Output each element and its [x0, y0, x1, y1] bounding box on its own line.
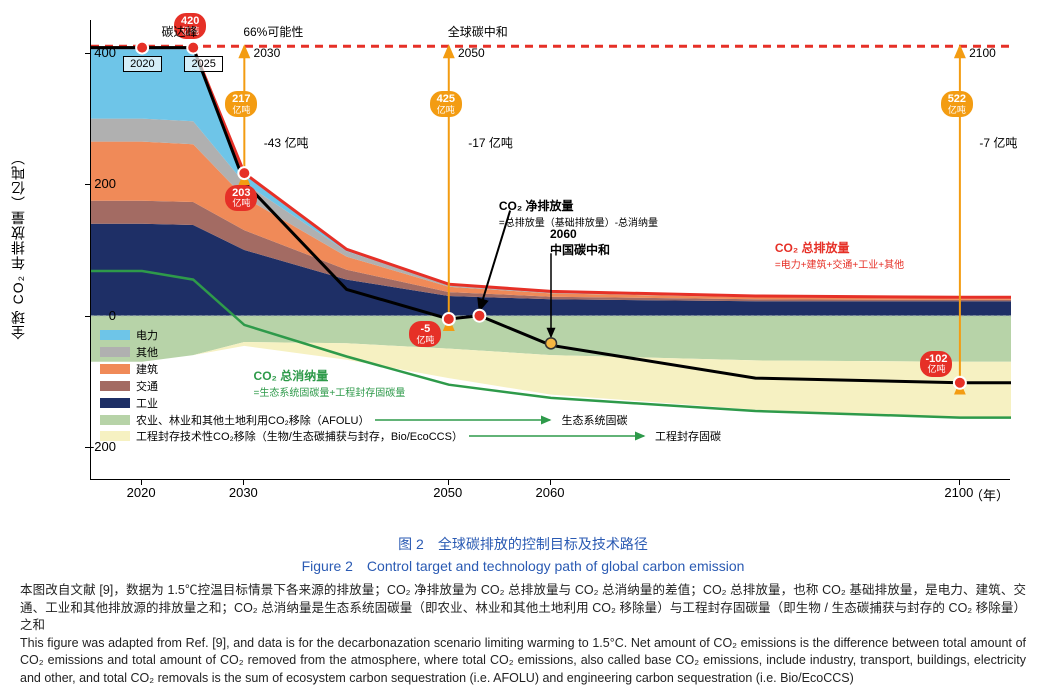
legend-arrow-target: 生态系统固碳 [561, 412, 627, 428]
xtick-label: 2030 [213, 485, 273, 500]
value-badge: 425亿吨 [430, 91, 462, 117]
legend-swatch [100, 330, 130, 340]
ytick-label: 0 [56, 308, 116, 323]
annotation: 2100 [969, 46, 996, 60]
marker-emissions [443, 313, 455, 325]
annotation: 中国碳中和 [550, 241, 610, 258]
legend-swatch [100, 431, 130, 441]
legend-label: 交通 [136, 378, 158, 394]
marker-emissions [136, 42, 148, 54]
legend-row: 建筑 [100, 361, 721, 377]
marker-emissions [238, 167, 250, 179]
legend-arrow-target: 工程封存固碳 [655, 428, 721, 444]
legend-row: 工程封存技术性CO₂移除（生物/生态碳捕获与封存，Bio/EcoCCS） 工程封存… [100, 428, 721, 444]
xtick-label: 2060 [520, 485, 580, 500]
legend-label: 其他 [136, 344, 158, 360]
legend-row: 电力 [100, 327, 721, 343]
legend-label: 工业 [136, 395, 158, 411]
annotation: 全球碳中和 [448, 23, 508, 40]
caption-body-en: This figure was adapted from Ref. [9], a… [20, 635, 1026, 688]
legend-swatch [100, 364, 130, 374]
annotation: 2020 [123, 56, 161, 72]
annotation: 2050 [458, 46, 485, 60]
xtick-label: 2020 [111, 485, 171, 500]
chart-container: 全球 CO₂ 年排放量（亿吨） -20002004002020203020502… [0, 0, 1046, 520]
legend-row: 其他 [100, 344, 721, 360]
legend-swatch [100, 381, 130, 391]
xtick-label: 2050 [418, 485, 478, 500]
annotation: 2030 [254, 46, 281, 60]
caption-title-cn: 图 2 全球碳排放的控制目标及技术路径 [20, 534, 1026, 554]
caption-block: 图 2 全球碳排放的控制目标及技术路径 Figure 2 Control tar… [0, 520, 1046, 697]
caption-title-en: Figure 2 Control target and technology p… [20, 556, 1026, 576]
legend-swatch [100, 398, 130, 408]
annotation: 2025 [184, 56, 222, 72]
marker-emissions [187, 42, 199, 54]
annotation: -7 亿吨 [979, 134, 1017, 151]
value-badge: 203亿吨 [225, 185, 257, 211]
legend-label: 电力 [136, 327, 158, 343]
value-badge: 217亿吨 [225, 91, 257, 117]
legend-row: 工业 [100, 395, 721, 411]
label-total-emissions: CO₂ 总排放量=电力+建筑+交通+工业+其他 [775, 239, 904, 271]
legend: 电力其他建筑交通工业农业、林业和其他土地利用CO₂移除（AFOLU） 生态系统固碳… [100, 327, 721, 444]
label-net: CO₂ 净排放量=总排放量（基础排放量）-总消纳量 [499, 197, 658, 229]
annotation: 碳达峰 [162, 23, 198, 40]
legend-row: 农业、林业和其他土地利用CO₂移除（AFOLU） 生态系统固碳 [100, 412, 721, 428]
annotation: -43 亿吨 [264, 134, 309, 151]
caption-body-cn: 本图改自文献 [9]，数据为 1.5℃控温目标情景下各来源的排放量；CO₂ 净排… [20, 582, 1026, 635]
ytick-label: 200 [56, 176, 116, 191]
legend-label: 工程封存技术性CO₂移除（生物/生态碳捕获与封存，Bio/EcoCCS） [136, 428, 463, 444]
legend-row: 交通 [100, 378, 721, 394]
legend-swatch [100, 347, 130, 357]
legend-swatch [100, 415, 130, 425]
annotation: 66%可能性 [243, 23, 303, 40]
marker-emissions [473, 310, 485, 322]
x-unit: （年） [970, 485, 1009, 504]
value-badge: 522亿吨 [941, 91, 973, 117]
legend-label: 农业、林业和其他土地利用CO₂移除（AFOLU） [136, 412, 369, 428]
y-axis-label: 全球 CO₂ 年排放量（亿吨） [8, 150, 28, 339]
marker-emissions [954, 377, 966, 389]
annotation: -17 亿吨 [468, 134, 513, 151]
legend-label: 建筑 [136, 361, 158, 377]
value-badge: -102亿吨 [920, 351, 952, 377]
ytick-label: 400 [56, 45, 116, 60]
